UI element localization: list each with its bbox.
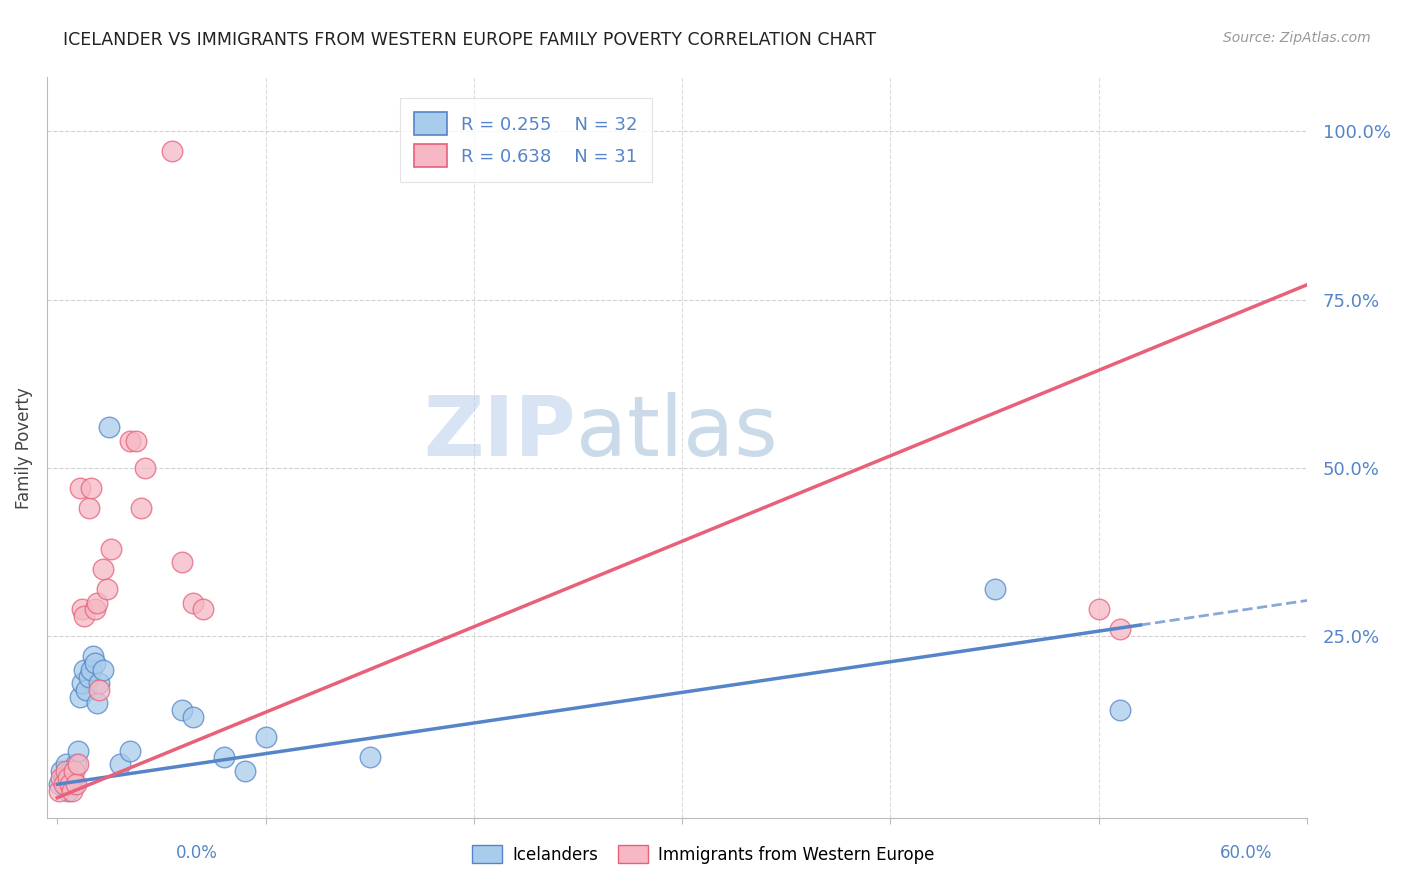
Point [72,676,94,690]
Point [60,771,83,785]
Point [77,669,100,683]
Point [51,764,73,778]
Point [48,777,70,791]
Point [108,757,131,772]
Point [56,771,79,785]
Point [56,784,79,798]
Point [48,784,70,798]
Point [1087,602,1109,616]
Point [91,663,114,677]
Point [67,757,90,772]
Point [52,771,75,785]
Point [83,602,105,616]
Point [77,501,100,516]
Text: ZIP: ZIP [423,392,576,474]
Point [60,784,83,798]
Point [79,481,101,495]
Point [55,764,77,778]
Text: Source: ZipAtlas.com: Source: ZipAtlas.com [1223,31,1371,45]
Text: atlas: atlas [576,392,778,474]
Point [59,764,82,778]
Point [72,602,94,616]
Y-axis label: Family Poverty: Family Poverty [15,387,32,508]
Point [59,777,82,791]
Point [172,703,194,717]
Point [129,501,152,516]
Point [55,757,77,772]
Point [73,663,96,677]
Point [125,434,148,448]
Point [233,764,256,778]
Point [172,555,194,569]
Point [983,582,1005,596]
Point [359,750,381,764]
Point [98,420,121,434]
Text: 60.0%: 60.0% [1220,844,1272,862]
Text: 0.0%: 0.0% [176,844,218,862]
Point [75,683,97,698]
Point [79,663,101,677]
Point [63,777,86,791]
Point [160,145,183,159]
Point [86,595,108,609]
Point [83,656,105,670]
Point [181,595,204,609]
Point [1108,623,1130,637]
Legend: R = 0.255    N = 32, R = 0.638    N = 31: R = 0.255 N = 32, R = 0.638 N = 31 [399,97,652,182]
Point [120,743,142,757]
Legend: Icelanders, Immigrants from Western Europe: Icelanders, Immigrants from Western Euro… [465,838,941,871]
Point [120,434,142,448]
Point [1108,703,1130,717]
Point [52,777,75,791]
Text: ICELANDER VS IMMIGRANTS FROM WESTERN EUROPE FAMILY POVERTY CORRELATION CHART: ICELANDER VS IMMIGRANTS FROM WESTERN EUR… [63,31,876,49]
Point [91,562,114,576]
Point [212,750,235,764]
Point [191,602,214,616]
Point [63,764,86,778]
Point [51,771,73,785]
Point [65,777,87,791]
Point [69,481,91,495]
Point [96,582,118,596]
Point [67,743,90,757]
Point [82,649,104,664]
Point [73,609,96,624]
Point [69,690,91,704]
Point [181,710,204,724]
Point [254,730,277,744]
Point [87,683,110,698]
Point [134,461,156,475]
Point [65,757,87,772]
Point [86,697,108,711]
Point [87,676,110,690]
Point [100,541,122,556]
